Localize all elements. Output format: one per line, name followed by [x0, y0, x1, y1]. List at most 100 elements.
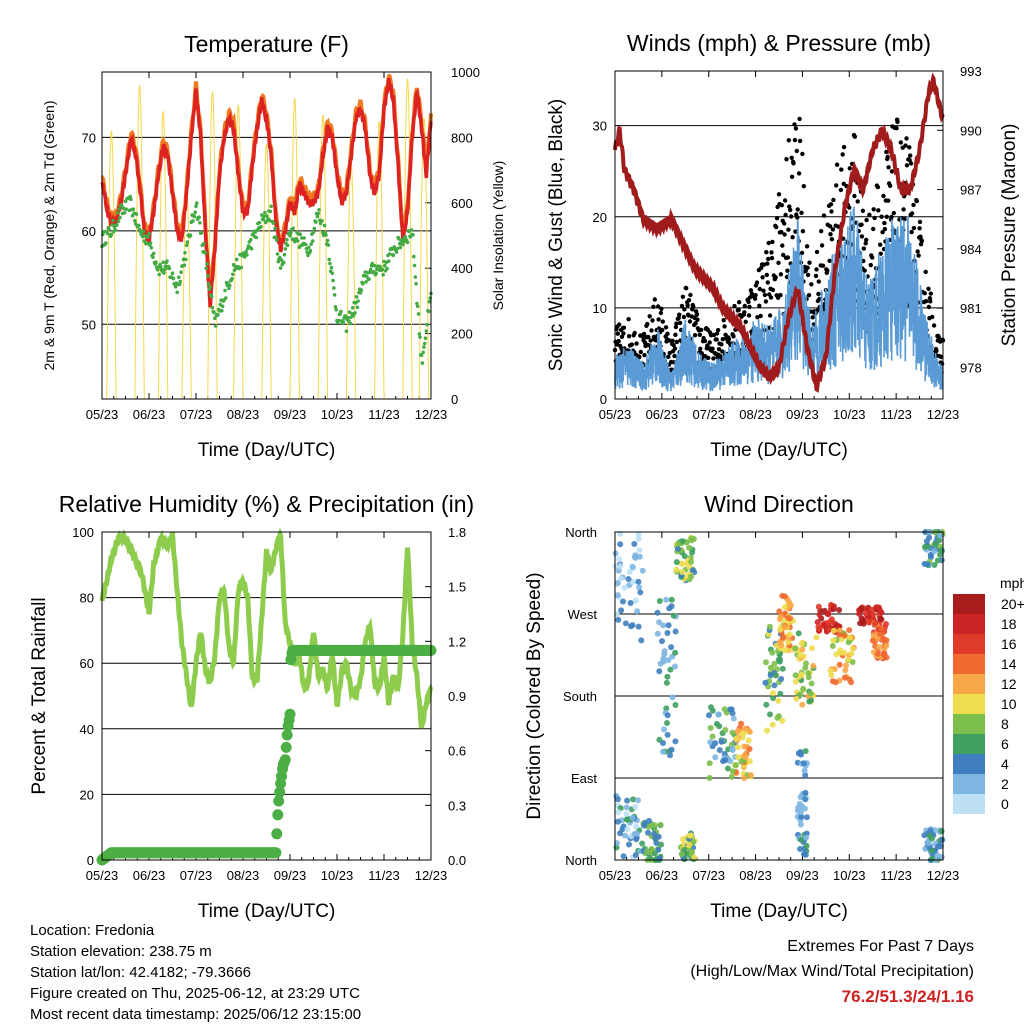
direction-point [690, 838, 697, 845]
x-tick-label: 09/23 [274, 407, 307, 422]
dewpoint-point [314, 220, 318, 224]
gust-point [859, 222, 864, 227]
dewpoint-point [224, 296, 228, 300]
gust-point [838, 187, 844, 193]
dewpoint-point [146, 235, 150, 239]
dewpoint-point [350, 306, 355, 310]
direction-point [670, 612, 677, 619]
direction-point [614, 579, 621, 586]
gust-point [758, 313, 763, 319]
gust-point [795, 207, 800, 212]
gust-point [884, 214, 889, 219]
dewpoint-point [320, 219, 324, 223]
dewpoint-point [424, 329, 429, 333]
dewpoint-point [147, 231, 151, 236]
gust-point [827, 258, 832, 263]
gust-point [677, 320, 683, 326]
direction-point [805, 670, 812, 677]
gust-point [674, 321, 679, 326]
direction-point [660, 748, 666, 755]
y-tick-label: North [565, 525, 597, 540]
x-axis-label: Time (Day/UTC) [710, 901, 848, 922]
direction-point [764, 727, 770, 734]
direction-point [709, 733, 716, 740]
y-tick-label: 100 [72, 525, 94, 540]
x-tick-label: 12/23 [415, 407, 448, 422]
dewpoint-point [231, 272, 235, 277]
direction-point [728, 773, 735, 780]
extremes-subtitle: (High/Low/Max Wind/Total Precipitation) [690, 963, 974, 980]
dewpoint-point [206, 273, 210, 278]
dewpoint-point [417, 332, 422, 336]
gust-point [816, 279, 821, 284]
dewpoint-point [239, 265, 244, 270]
dewpoint-point [251, 232, 255, 236]
dewpoint-point [383, 263, 387, 268]
dewpoint-point [332, 286, 336, 290]
direction-point [721, 706, 728, 713]
dewpoint-point [177, 275, 181, 280]
dewpoint-point [367, 277, 371, 281]
y2-tick-label: 1000 [451, 65, 480, 80]
direction-point [680, 836, 686, 843]
direction-point [785, 639, 792, 646]
gust-point [769, 250, 774, 255]
direction-point [660, 655, 667, 662]
gust-point [817, 296, 822, 302]
gust-point [881, 193, 886, 199]
direction-point [801, 805, 808, 812]
gust-point [871, 226, 876, 232]
dewpoint-point [405, 240, 410, 245]
direction-point [707, 739, 714, 746]
gust-point [666, 354, 671, 359]
direction-point [799, 701, 806, 708]
legend-label: 4 [1001, 756, 1009, 772]
dewpoint-point [281, 260, 286, 265]
dewpoint-point [188, 233, 193, 237]
direction-point [814, 619, 821, 626]
direction-point [629, 563, 636, 570]
y-axis-label: Sonic Wind & Gust (Blue, Black) [546, 99, 567, 371]
gust-point [787, 204, 792, 209]
dewpoint-point [142, 239, 147, 243]
dewpoint-point [205, 262, 209, 266]
gust-point [747, 295, 753, 300]
dewpoint-point [184, 257, 188, 262]
y2-tick-label: 800 [451, 130, 473, 145]
gust-point [770, 239, 775, 245]
direction-point [841, 649, 848, 656]
gust-point [864, 237, 869, 243]
direction-point [843, 662, 849, 669]
direction-point [802, 748, 809, 755]
chart-title: Winds (mph) & Pressure (mb) [627, 30, 931, 56]
x-tick-label: 08/23 [227, 407, 260, 422]
gust-point [764, 272, 769, 278]
gust-point [649, 328, 654, 333]
direction-point [663, 679, 670, 686]
dewpoint-point [115, 211, 120, 215]
direction-point [769, 721, 776, 728]
gust-point [828, 202, 834, 207]
dewpoint-point [289, 231, 293, 235]
dewpoint-point [183, 251, 187, 255]
dewpoint-point [157, 272, 161, 277]
dewpoint-point [355, 305, 360, 310]
gust-point [805, 272, 811, 278]
x-tick-label: 05/23 [599, 407, 632, 422]
direction-point [624, 826, 631, 833]
dewpoint-point [245, 253, 249, 257]
y-tick-label: 0 [600, 392, 607, 407]
direction-point [627, 600, 634, 606]
x-tick-label: 11/23 [368, 407, 400, 422]
dewpoint-point [161, 260, 165, 265]
dewpoint-point [204, 266, 208, 271]
gust-point [917, 226, 922, 231]
direction-point [798, 836, 804, 843]
y-tick-label: 10 [593, 301, 607, 316]
direction-point [873, 604, 880, 611]
legend-swatch [953, 594, 985, 614]
rainfall-point [273, 795, 285, 807]
direction-point [634, 830, 640, 837]
chart-title: Wind Direction [704, 491, 854, 517]
dewpoint-point [409, 228, 414, 232]
